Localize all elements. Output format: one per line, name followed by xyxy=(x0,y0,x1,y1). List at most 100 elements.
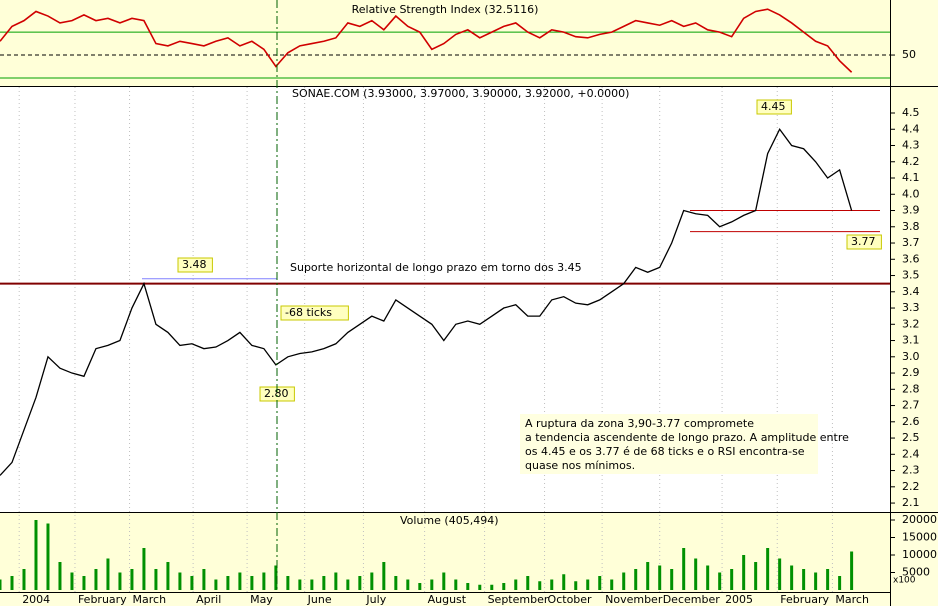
note-line: quase nos mínimos. xyxy=(525,459,635,472)
volume-bar xyxy=(622,572,626,590)
annotation-box xyxy=(280,305,349,321)
x-tick-label: March xyxy=(133,593,167,606)
volume-bar xyxy=(766,548,770,590)
volume-bar xyxy=(454,579,458,590)
volume-bar xyxy=(202,569,206,590)
x-tick-label: 2004 xyxy=(22,593,50,606)
volume-bar xyxy=(718,572,722,590)
volume-bar xyxy=(238,572,242,590)
volume-bar xyxy=(682,548,686,590)
annotation-box xyxy=(846,234,882,250)
y-tick-label: 5000 xyxy=(902,566,930,579)
x-tick-label: May xyxy=(250,593,273,606)
x-tick-label: December xyxy=(663,593,721,606)
y-tick-label: 3.7 xyxy=(902,236,920,249)
y-tick-label: 4.1 xyxy=(902,171,920,184)
volume-bar xyxy=(190,576,194,590)
volume-unit: x100 xyxy=(893,576,916,586)
volume-bar xyxy=(610,579,614,590)
volume-bar xyxy=(370,572,374,590)
y-tick-label: 2.4 xyxy=(902,447,920,460)
volume-bar xyxy=(58,562,62,590)
volume-bar xyxy=(646,562,650,590)
volume-bar xyxy=(310,579,314,590)
annotation: 3.77 xyxy=(851,235,876,248)
y-tick-label: 3.2 xyxy=(902,317,920,330)
volume-bar xyxy=(550,579,554,590)
volume-bar xyxy=(214,579,218,590)
volume-bar xyxy=(754,562,758,590)
volume-bar xyxy=(226,576,230,590)
volume-bar xyxy=(430,579,434,590)
annotation: 4.45 xyxy=(761,100,786,113)
volume-bar xyxy=(514,579,518,590)
volume-bar xyxy=(358,576,362,590)
y-tick-label: 3.9 xyxy=(902,204,920,217)
volume-bar xyxy=(814,572,818,590)
y-tick-label: 3.4 xyxy=(902,285,920,298)
volume-bar xyxy=(394,576,398,590)
volume-bar xyxy=(802,569,806,590)
x-tick-label: 2005 xyxy=(725,593,753,606)
annotation: Suporte horizontal de longo prazo em tor… xyxy=(290,261,582,274)
annotation: 2.80 xyxy=(264,387,289,400)
note-box xyxy=(520,414,818,474)
volume-bar xyxy=(22,569,26,590)
volume-bar xyxy=(82,576,86,590)
volume-bar xyxy=(574,581,578,590)
volume-bar xyxy=(334,572,338,590)
y-tick-label: 2.8 xyxy=(902,382,920,395)
volume-bar xyxy=(442,572,446,590)
volume-bar xyxy=(322,576,326,590)
x-tick-label: April xyxy=(196,593,221,606)
volume-bar xyxy=(706,565,710,590)
volume-bar xyxy=(118,572,122,590)
y-tick-label: 4.0 xyxy=(902,187,920,200)
volume-bar xyxy=(298,579,302,590)
y-tick-label: 20000 xyxy=(902,513,937,526)
volume-bar xyxy=(274,565,278,590)
x-tick-label: November xyxy=(605,593,663,606)
volume-bar xyxy=(142,548,146,590)
y-tick-label: 3.6 xyxy=(902,252,920,265)
y-tick-label: 3.5 xyxy=(902,269,920,282)
y-tick-label: 2.1 xyxy=(902,496,920,509)
price-line xyxy=(0,128,853,476)
volume-bar xyxy=(130,569,134,590)
y-tick-label: 2.3 xyxy=(902,464,920,477)
volume-bar xyxy=(634,569,638,590)
volume-bar xyxy=(778,558,782,590)
x-tick-label: August xyxy=(428,593,467,606)
note-line: os 4.45 e os 3.77 é de 68 ticks e o RSI … xyxy=(525,445,805,458)
y-tick-label: 4.4 xyxy=(902,122,920,135)
annotation: 3.48 xyxy=(182,258,207,271)
y-tick-label: 2.5 xyxy=(902,431,920,444)
volume-bar xyxy=(10,576,14,590)
volume-bar xyxy=(562,574,566,590)
volume-bar xyxy=(538,581,542,590)
volume-bar xyxy=(826,569,830,590)
y-tick-label: 4.3 xyxy=(902,139,920,152)
volume-bar xyxy=(838,576,842,590)
volume-bar xyxy=(742,555,746,590)
volume-bar xyxy=(0,579,2,590)
y-tick-label: 4.5 xyxy=(902,106,920,119)
volume-bar xyxy=(526,576,530,590)
x-tick-label: March xyxy=(835,593,869,606)
volume-bar xyxy=(586,579,590,590)
x-tick-label: October xyxy=(548,593,592,606)
note-line: A ruptura da zona 3,90-3.77 compromete xyxy=(525,417,754,430)
volume-bar xyxy=(490,584,494,590)
volume-bar xyxy=(262,572,266,590)
volume-bar xyxy=(478,584,482,590)
y-tick-label: 3.8 xyxy=(902,220,920,233)
price-title: SONAE.COM (3.93000, 3.97000, 3.90000, 3.… xyxy=(292,87,629,100)
volume-bar xyxy=(70,572,74,590)
volume-bar xyxy=(598,576,602,590)
volume-bar xyxy=(658,565,662,590)
volume-bar xyxy=(166,562,170,590)
x-tick-label: February xyxy=(780,593,829,606)
volume-bar xyxy=(382,562,386,590)
y-tick-label: 50 xyxy=(902,48,916,61)
